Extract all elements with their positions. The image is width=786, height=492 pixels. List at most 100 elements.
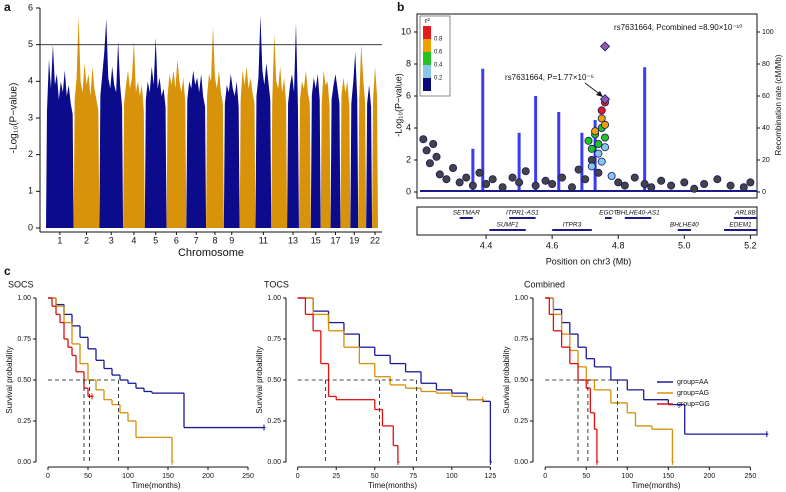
snp-point — [587, 144, 596, 153]
snp-point — [468, 181, 477, 190]
chromosome-points — [350, 52, 359, 228]
snp-point — [746, 178, 755, 187]
x-tick-label: 75 — [409, 473, 417, 480]
chromosome-points — [366, 85, 373, 228]
legend-label: group=AA — [677, 379, 709, 386]
snp-point — [591, 127, 600, 136]
y-tick-label: 0 — [28, 222, 33, 232]
x-tick-label: 2 — [84, 235, 89, 245]
x-tick-label: 4.4 — [480, 240, 493, 250]
snp-point — [657, 176, 666, 185]
snp-point — [558, 173, 567, 182]
x-tick-label: 5 — [153, 235, 158, 245]
x-tick-label: 250 — [745, 473, 757, 480]
snp-point — [739, 183, 748, 192]
y2-tick-label: 60 — [762, 93, 770, 100]
chromosome-points — [144, 37, 167, 229]
y-tick-label: 1.00 — [17, 295, 31, 302]
snp-point — [620, 181, 629, 190]
x-tick-label: 7 — [194, 235, 199, 245]
y-axis-label: -Log₁₀(P−value) — [9, 83, 20, 154]
annotation: rs7631664, P=1.77×10⁻⁶ — [505, 73, 594, 82]
x-axis-label: Time(months) — [368, 481, 417, 490]
snp-point — [667, 181, 676, 190]
x-tick-label: 13 — [288, 235, 298, 245]
y-tick-label: 5 — [28, 39, 33, 49]
x-tick-label: 150 — [162, 473, 174, 480]
snp-point — [690, 184, 699, 193]
legend-swatch — [423, 65, 431, 78]
gene-frame — [416, 206, 758, 236]
x-tick-label: 250 — [242, 473, 254, 480]
x-tick-label: 4 — [131, 235, 136, 245]
y-tick-label: 0.25 — [514, 418, 528, 425]
y-tick-label: 0.75 — [17, 336, 31, 343]
legend-label: 0.2 — [434, 76, 443, 82]
snp-point — [597, 106, 606, 115]
legend-label: group=GG — [677, 401, 710, 408]
y-tick-label: 0.50 — [17, 377, 31, 384]
panel-label: c — [4, 264, 11, 278]
legend-label: 0.4 — [434, 63, 443, 69]
x-tick-label: 19 — [349, 235, 359, 245]
y-axis-label: Survival probability — [502, 346, 511, 413]
snp-point — [567, 183, 576, 192]
y-tick-label: 0.00 — [17, 459, 31, 466]
chromosome-points — [298, 70, 311, 228]
x-tick-label: 3 — [109, 235, 114, 245]
gene-label: ITPR3 — [563, 222, 582, 229]
gene-label: SETMAR — [453, 210, 480, 217]
snp-point — [498, 183, 507, 192]
legend-swatch — [423, 78, 431, 91]
snp-point — [726, 181, 735, 190]
snp-point — [419, 135, 428, 144]
snp-point — [422, 146, 431, 155]
y-tick-label: 2 — [406, 154, 411, 164]
snp-point — [713, 175, 722, 184]
x-tick-label: 5.2 — [744, 240, 757, 250]
x-tick-label: 4.8 — [612, 240, 625, 250]
y-tick-label: 1.00 — [267, 295, 281, 302]
snp-point — [640, 179, 649, 188]
snp-point — [475, 168, 484, 177]
legend-label: group=AG — [677, 390, 709, 397]
snp-point — [574, 165, 583, 174]
snp-point — [548, 179, 557, 188]
x-tick-label: 50 — [371, 473, 379, 480]
gene-label: EDEM1 — [729, 222, 752, 229]
x-tick-label: 4.6 — [546, 240, 559, 250]
y-axis-label: -Log₁₀(P−value) — [393, 73, 403, 137]
gene-label: SUMF1 — [497, 222, 519, 229]
snp-point — [597, 114, 606, 123]
y-tick-label: 4 — [406, 122, 411, 132]
x-tick-label: 0 — [296, 473, 300, 480]
x-axis-label: Position on chr3 (Mb) — [546, 256, 632, 266]
y-tick-label: 0.25 — [267, 418, 281, 425]
x-axis-label: Chromosome — [178, 247, 244, 259]
chromosome-points — [255, 15, 272, 229]
x-tick-label: 0 — [543, 473, 547, 480]
snp-point — [594, 149, 603, 158]
chromosome-points — [186, 70, 207, 228]
y-tick-label: 0.50 — [514, 377, 528, 384]
snp-point — [541, 176, 550, 185]
snp-diamond — [599, 41, 611, 52]
snp-point — [581, 175, 590, 184]
x-axis-label: Time(months) — [131, 481, 180, 490]
y-tick-label: 0.25 — [17, 418, 31, 425]
chromosome-points — [330, 74, 341, 228]
snp-point — [614, 178, 623, 187]
x-tick-label: 50 — [84, 473, 92, 480]
snp-point — [432, 152, 441, 161]
x-tick-label: 50 — [582, 473, 590, 480]
y-tick-label: 1 — [28, 186, 33, 196]
y-tick-label: 0.75 — [514, 336, 528, 343]
x-tick-label: 100 — [621, 473, 633, 480]
chromosome-points — [206, 26, 224, 229]
chromosome-points — [320, 70, 331, 228]
x-tick-label: 22 — [370, 235, 380, 245]
x-tick-label: 200 — [704, 473, 716, 480]
snp-point — [587, 162, 596, 171]
y2-axis-label: Recombination rate (cM/Mb) — [774, 54, 783, 155]
